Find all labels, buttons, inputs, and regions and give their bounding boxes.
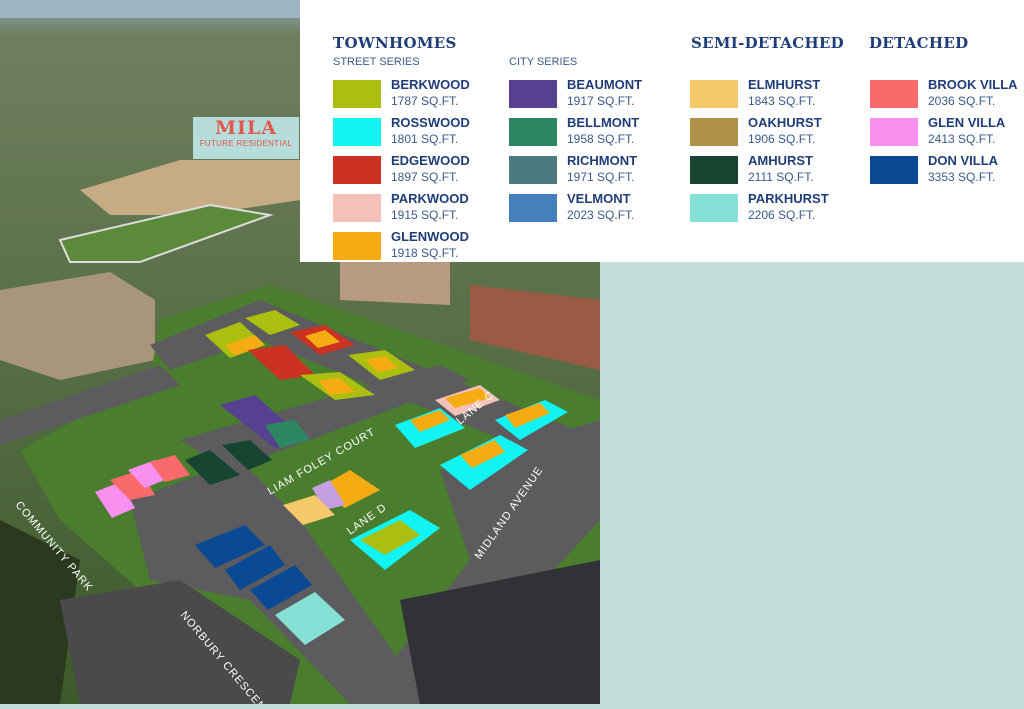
color-swatch — [333, 194, 381, 222]
model-name: BROOK VILLA — [928, 77, 1018, 92]
model-size: 1897 SQ.FT. — [391, 170, 459, 184]
apartment-building — [470, 285, 600, 370]
model-name: OAKHURST — [748, 115, 822, 130]
horizon — [0, 0, 300, 18]
detached-heading: DETACHED — [869, 34, 969, 52]
color-swatch — [509, 194, 557, 222]
model-size: 2111 SQ.FT. — [748, 170, 814, 184]
color-swatch — [333, 156, 381, 184]
model-size: 2413 SQ.FT. — [928, 132, 996, 146]
model-name: RICHMONT — [567, 153, 638, 168]
mila-future-residential-sign: MILA FUTURE RESIDENTIAL — [193, 117, 299, 159]
legend: TOWNHOMES STREET SERIES CITY SERIES SEMI… — [300, 0, 1024, 262]
townhome-blocks — [95, 310, 568, 645]
model-name: PARKWOOD — [391, 191, 469, 206]
color-swatch — [690, 118, 738, 146]
model-size: 2036 SQ.FT. — [928, 94, 996, 108]
mila-subtitle: FUTURE RESIDENTIAL — [199, 139, 293, 148]
mila-title: MILA — [214, 117, 278, 139]
model-name: ELMHURST — [748, 77, 821, 92]
model-name: VELMONT — [567, 191, 631, 206]
model-size: 1917 SQ.FT. — [567, 94, 635, 108]
color-swatch — [509, 156, 557, 184]
construction-lot — [80, 160, 300, 215]
model-size: 1801 SQ.FT. — [391, 132, 459, 146]
model-size: 2206 SQ.FT. — [748, 208, 816, 222]
color-swatch — [870, 80, 918, 108]
street-series-label: STREET SERIES — [333, 56, 420, 68]
sports-field — [58, 203, 274, 263]
model-name: GLENWOOD — [391, 229, 469, 244]
model-name: BEAUMONT — [567, 77, 643, 92]
color-swatch — [690, 80, 738, 108]
model-name: DON VILLA — [928, 153, 999, 168]
model-name: GLEN VILLA — [928, 115, 1006, 130]
model-name: EDGEWOOD — [391, 153, 470, 168]
color-swatch — [333, 232, 381, 260]
model-size: 1843 SQ.FT. — [748, 94, 816, 108]
apartment-building — [340, 262, 450, 305]
model-name: AMHURST — [748, 153, 813, 168]
model-size: 1971 SQ.FT. — [567, 170, 635, 184]
model-name: PARKHURST — [748, 191, 829, 206]
norbury-crescent-road — [60, 580, 300, 704]
model-size: 1915 SQ.FT. — [391, 208, 459, 222]
model-size: 1958 SQ.FT. — [567, 132, 635, 146]
color-swatch — [690, 156, 738, 184]
trees — [0, 520, 80, 704]
model-name: BERKWOOD — [391, 77, 470, 92]
color-swatch — [870, 118, 918, 146]
model-size: 3353 SQ.FT. — [928, 170, 996, 184]
semi-detached-heading: SEMI-DETACHED — [691, 34, 844, 52]
neighbouring-buildings — [400, 560, 600, 704]
model-size: 1918 SQ.FT. — [391, 246, 459, 260]
city-series-label: CITY SERIES — [509, 56, 578, 68]
model-size: 2023 SQ.FT. — [567, 208, 635, 222]
model-size: 1787 SQ.FT. — [391, 94, 459, 108]
color-swatch — [509, 118, 557, 146]
townhomes-heading: TOWNHOMES — [333, 34, 457, 52]
background-panel — [600, 262, 1024, 704]
color-swatch — [870, 156, 918, 184]
model-name: BELLMONT — [567, 115, 640, 130]
color-swatch — [333, 80, 381, 108]
road — [0, 365, 180, 445]
school-building — [0, 272, 155, 380]
model-size: 1906 SQ.FT. — [748, 132, 816, 146]
color-swatch — [509, 80, 557, 108]
color-swatch — [690, 194, 738, 222]
color-swatch — [333, 118, 381, 146]
model-name: ROSSWOOD — [391, 115, 470, 130]
